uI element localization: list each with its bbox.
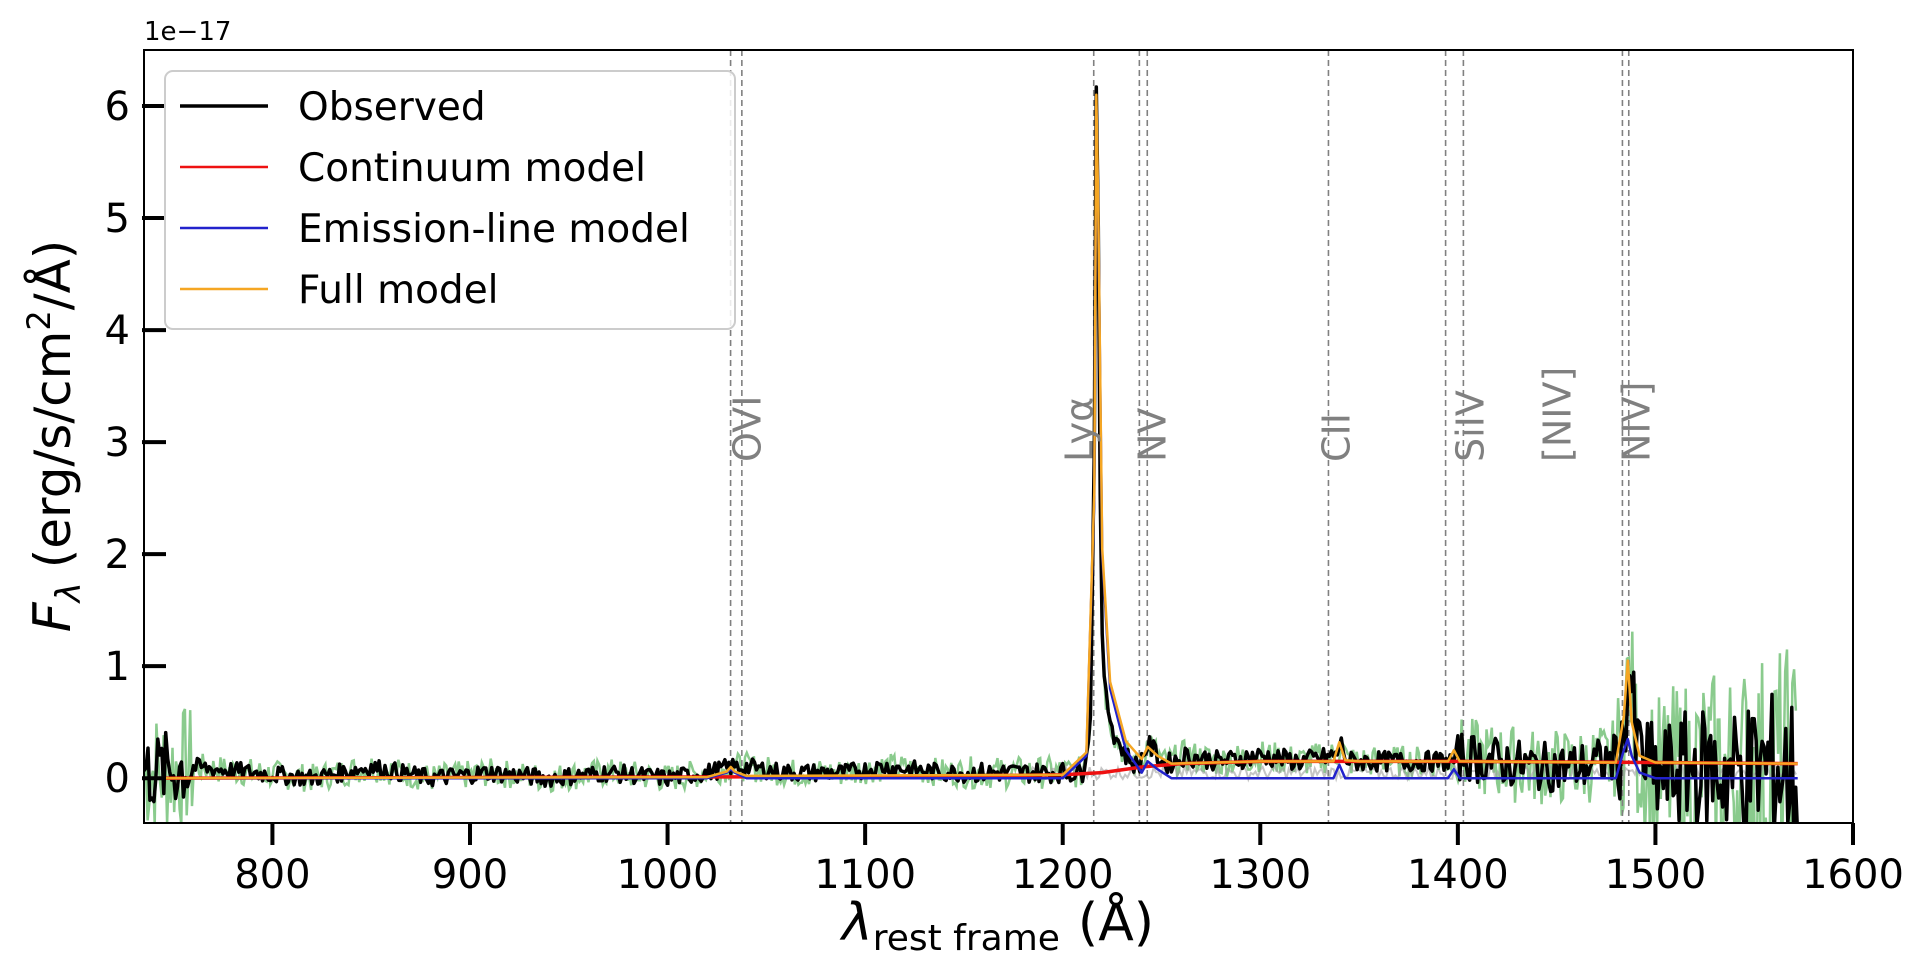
series-layer xyxy=(144,85,1799,823)
x-tick-label: 1100 xyxy=(814,852,916,898)
emission-line-label: [NIV] xyxy=(1536,367,1580,462)
legend-label-observed: Observed xyxy=(298,85,486,130)
x-label-unit: (Å) xyxy=(1078,891,1154,953)
x-tick-label: 1200 xyxy=(1012,852,1114,898)
legend-label-emission: Emission-line model xyxy=(298,207,690,252)
y-label-tail: /Å) xyxy=(24,240,82,311)
x-label-subscript: rest frame xyxy=(873,918,1060,959)
emission-line-labels: OVI Lyα NV CII SiIV [NIV] NIV] xyxy=(726,367,1659,462)
y-tick-label: 2 xyxy=(105,532,130,578)
plot-frame xyxy=(143,49,1854,824)
y-label-subscript: λ xyxy=(49,582,89,604)
y-tick-label: 6 xyxy=(105,84,130,130)
y-tick-label: 0 xyxy=(105,756,130,802)
y-tick-label: 3 xyxy=(105,420,130,466)
y-axis-label: Fλ (erg/s/cm2/Å) xyxy=(20,240,89,633)
emission-line-label: SiIV xyxy=(1449,390,1493,462)
x-axis-label: λrest frame (Å) xyxy=(839,891,1154,959)
x-tick-label: 1300 xyxy=(1209,852,1311,898)
series-full xyxy=(144,93,1798,780)
emission-line-label: NV xyxy=(1131,408,1175,462)
y-tick-label: 4 xyxy=(105,308,130,354)
x-tick-label: 1400 xyxy=(1407,852,1509,898)
emission-line-label: NIV] xyxy=(1615,382,1659,462)
x-tick-label: 1600 xyxy=(1802,852,1904,898)
plot-area xyxy=(144,50,1799,823)
x-label-symbol: λ xyxy=(839,893,873,953)
y-axis-ticks: 0 1 2 3 4 5 6 xyxy=(105,84,166,802)
legend-label-continuum: Continuum model xyxy=(298,146,646,191)
legend: Observed Continuum model Emission-line mod… xyxy=(164,70,736,330)
x-tick-label: 900 xyxy=(432,852,508,898)
y-label-symbol: F xyxy=(23,601,83,632)
legend-label-full: Full model xyxy=(298,268,499,313)
y-offset-label: 1e−17 xyxy=(144,17,231,47)
y-tick-label: 1 xyxy=(105,644,130,690)
legend-box xyxy=(164,70,736,330)
y-label-unit: (erg/s/cm xyxy=(24,331,82,569)
emission-line-label: Lyα xyxy=(1058,397,1102,462)
y-label-superscript: 2 xyxy=(20,310,58,330)
y-tick-label: 5 xyxy=(105,196,130,242)
x-tick-label: 1500 xyxy=(1605,852,1707,898)
series-emission xyxy=(144,104,1798,780)
emission-line-label: CII xyxy=(1314,413,1358,462)
emission-line-label: OVI xyxy=(726,396,770,462)
x-tick-label: 800 xyxy=(234,852,310,898)
x-tick-label: 1000 xyxy=(617,852,719,898)
legend-entries: Observed Continuum model Emission-line mod… xyxy=(180,85,690,313)
x-axis-ticks: 800 900 1000 1100 1200 1300 1400 1500 1600 xyxy=(234,823,1904,898)
